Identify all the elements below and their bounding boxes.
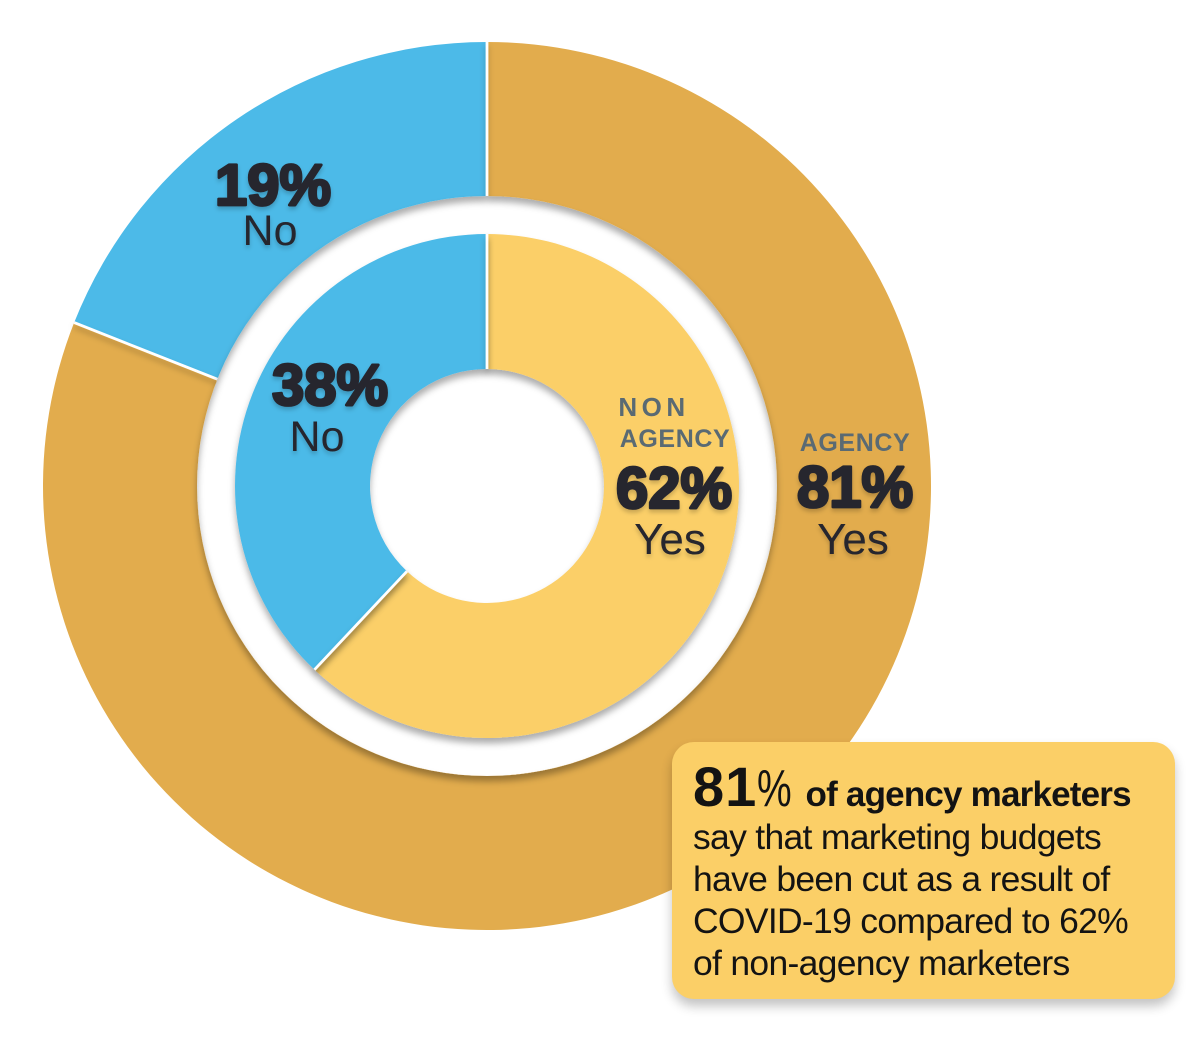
outer-no-word-label: No xyxy=(243,207,298,255)
callout-headline-bold: of agency marketers xyxy=(805,775,1132,814)
inner-yes-value-label: 62% xyxy=(616,456,732,521)
inner-ring-divider xyxy=(313,570,408,671)
donut-rings xyxy=(42,42,932,930)
inner-ring-slice-yes xyxy=(314,234,740,738)
inner-ring-slice-no xyxy=(235,234,487,670)
callout-body-line: have been cut as a result of xyxy=(693,859,1110,899)
inner-no-word-label: No xyxy=(290,413,345,461)
inner-ring-name-line2: AGENCY xyxy=(620,425,731,453)
callout-highlight-value: 81 xyxy=(693,755,758,818)
callout-headline: 81% of agency marketers xyxy=(693,759,1132,823)
outer-ring-divider xyxy=(73,321,219,381)
callout-body-line: COVID-19 compared to 62% xyxy=(693,901,1129,941)
callout-body-line: say that marketing budgets xyxy=(693,817,1102,857)
callout-box: 81% of agency marketers say that marketin… xyxy=(672,742,1175,999)
outer-ring-slice-no xyxy=(74,42,488,380)
outer-ring-slice-yes xyxy=(42,42,932,930)
outer-no-value-label: 19% xyxy=(215,153,331,218)
outer-yes-value-label: 81% xyxy=(797,455,913,520)
callout-body-text: say that marketing budgets have been cut… xyxy=(693,816,1129,984)
outer-yes-word-label: Yes xyxy=(817,515,889,564)
inner-yes-word-label: Yes xyxy=(634,515,706,564)
inner-ring-name-line1: NON xyxy=(618,392,689,422)
outer-ring-name: AGENCY xyxy=(800,429,911,457)
inner-no-value-label: 38% xyxy=(272,353,388,418)
callout-body-line: of non-agency marketers xyxy=(693,943,1070,983)
inner-ring-divider xyxy=(485,234,489,369)
callout-percent-sign: % xyxy=(757,760,792,818)
outer-ring-divider xyxy=(485,42,489,197)
